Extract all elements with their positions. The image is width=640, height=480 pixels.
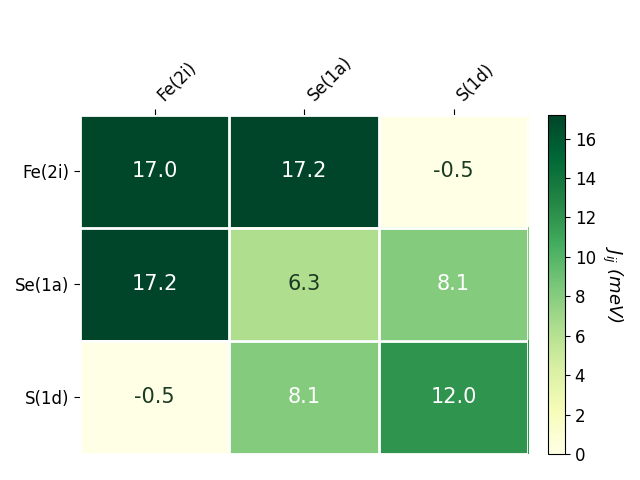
Text: 17.0: 17.0: [131, 161, 178, 181]
Text: 17.2: 17.2: [131, 275, 178, 295]
Text: 6.3: 6.3: [287, 275, 321, 295]
Text: 12.0: 12.0: [431, 387, 477, 408]
Text: 17.2: 17.2: [281, 161, 327, 181]
Text: -0.5: -0.5: [134, 387, 175, 408]
Text: 8.1: 8.1: [437, 275, 470, 295]
Text: -0.5: -0.5: [433, 161, 474, 181]
Y-axis label: $J_{ij}$ (meV): $J_{ij}$ (meV): [600, 246, 624, 323]
Text: 8.1: 8.1: [287, 387, 321, 408]
